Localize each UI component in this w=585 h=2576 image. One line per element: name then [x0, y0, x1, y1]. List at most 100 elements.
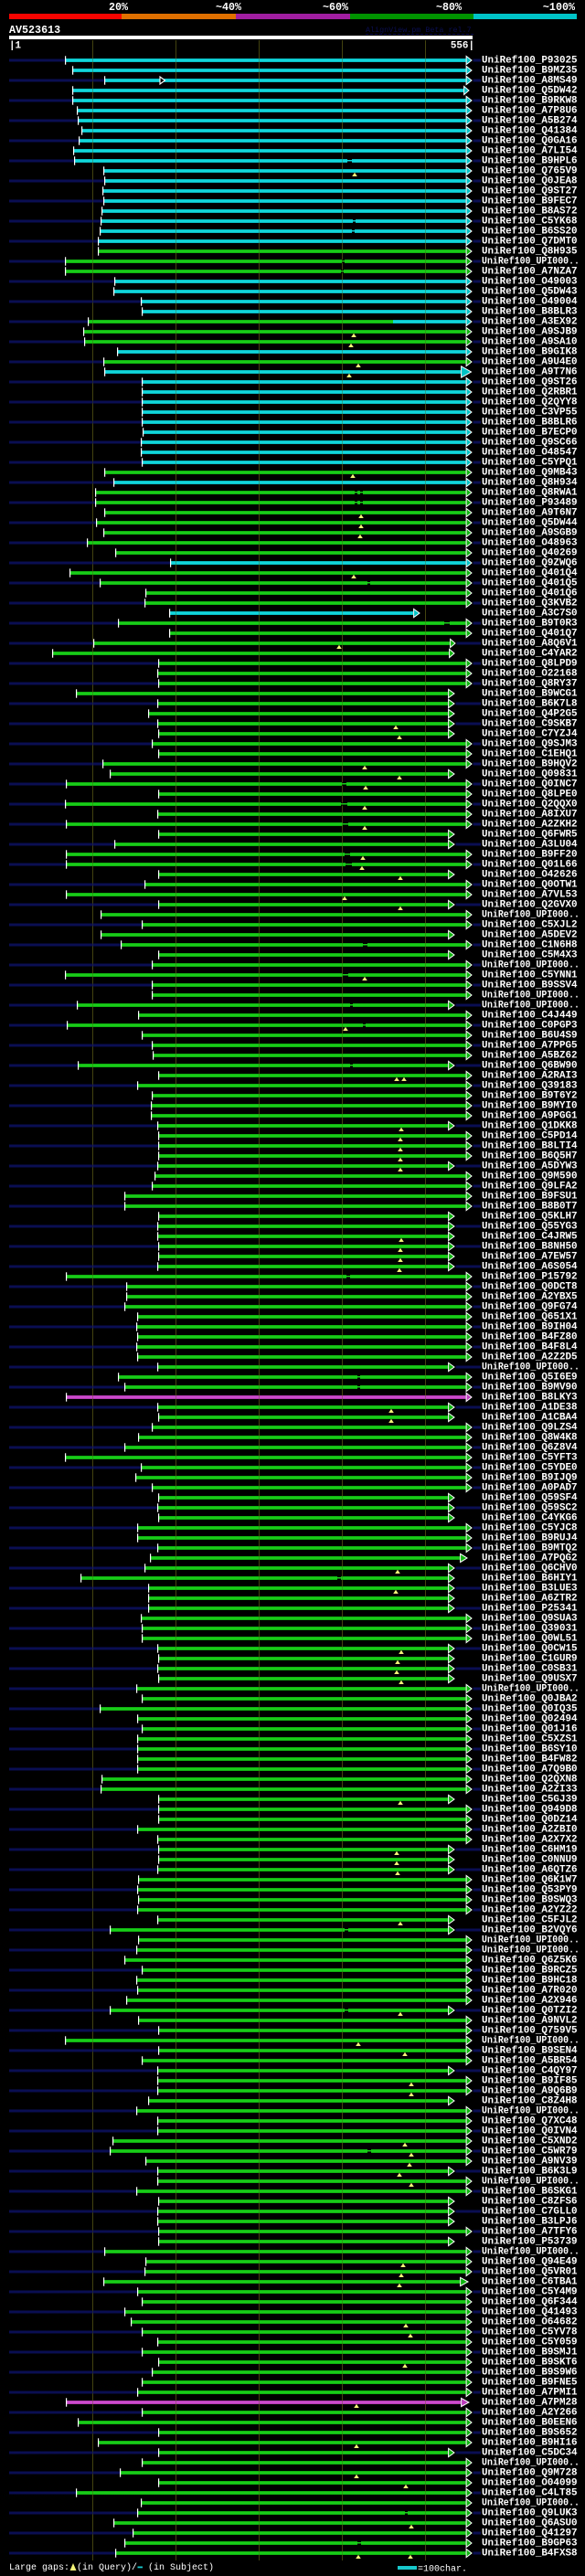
svg-text:UniRef100_Q01J16: UniRef100_Q01J16 [482, 1724, 578, 1735]
svg-text:UniRef100_C5XND2: UniRef100_C5XND2 [482, 2136, 578, 2147]
svg-text:UniRef100_B4FW82: UniRef100_B4FW82 [482, 1754, 578, 1765]
svg-text:UniRef100_UPI000..: UniRef100_UPI000.. [482, 2106, 580, 2117]
svg-text:UniRef100_UPI000..: UniRef100_UPI000.. [482, 2247, 580, 2258]
svg-text:UniRef100_A9NVL2: UniRef100_A9NVL2 [482, 2016, 578, 2027]
svg-text:UniRef100_B9SSV4: UniRef100_B9SSV4 [482, 981, 578, 991]
svg-text:UniRef100_B8B0T7: UniRef100_B8B0T7 [482, 1202, 578, 1213]
svg-text:UniRef100_Q6CHV0: UniRef100_Q6CHV0 [482, 1564, 578, 1574]
svg-text:UniRef100_B9MV90: UniRef100_B9MV90 [482, 1383, 578, 1394]
svg-text:UniRef100_B8LKY3: UniRef100_B8LKY3 [482, 1393, 578, 1404]
svg-text:UniRef100_B9FNE5: UniRef100_B9FNE5 [482, 2378, 578, 2389]
svg-text:UniRef100_A5DEV2: UniRef100_A5DEV2 [482, 930, 578, 941]
svg-text:UniRef100_A6ZTR2: UniRef100_A6ZTR2 [482, 1594, 578, 1605]
svg-text:UniRef100_A5DYW3: UniRef100_A5DYW3 [482, 1161, 578, 1172]
svg-text:UniRef100_B9MYI0: UniRef100_B9MYI0 [482, 1101, 578, 1112]
svg-text:UniRef100_Q8RY37: UniRef100_Q8RY37 [482, 679, 578, 690]
svg-text:UniRef100_O49003: UniRef100_O49003 [482, 277, 578, 288]
svg-text:UniRef100_Q9LFA2: UniRef100_Q9LFA2 [482, 1182, 578, 1193]
svg-text:UniRef100_B3LUE3: UniRef100_B3LUE3 [482, 1584, 578, 1595]
svg-text:UniRef100_B9GIK8: UniRef100_B9GIK8 [482, 347, 578, 358]
svg-text:UniRef100_O48963: UniRef100_O48963 [482, 538, 578, 549]
svg-text:UniRef100_UPI000..: UniRef100_UPI000.. [482, 2498, 580, 2509]
svg-text:UniRef100_Q4P2G5: UniRef100_Q4P2G5 [482, 709, 578, 720]
svg-text:UniRef100_Q651X1: UniRef100_Q651X1 [482, 1312, 578, 1323]
svg-text:UniRef100_Q40269: UniRef100_Q40269 [482, 548, 578, 559]
svg-text:UniRef100_Q0JBA2: UniRef100_Q0JBA2 [482, 1694, 578, 1705]
svg-text:UniRef100_Q9M728: UniRef100_Q9M728 [482, 2468, 578, 2479]
svg-text:UniRef100_Q9SUA3: UniRef100_Q9SUA3 [482, 1614, 578, 1625]
svg-text:~100%: ~100% [543, 1, 576, 14]
svg-text:UniRef100_C1GUR9: UniRef100_C1GUR9 [482, 1654, 578, 1665]
svg-text:UniRef100_A7P8U6: UniRef100_A7P8U6 [482, 106, 578, 117]
svg-text:UniRef100_C6TBA1: UniRef100_C6TBA1 [482, 2277, 578, 2288]
svg-text:UniRef100_Q01L66: UniRef100_Q01L66 [482, 860, 578, 871]
svg-text:(in Subject): (in Subject) [148, 2562, 214, 2573]
svg-text:UniRef100_Q6ASU0: UniRef100_Q6ASU0 [482, 2518, 578, 2529]
svg-text:UniRef100_B9SEN4: UniRef100_B9SEN4 [482, 2046, 578, 2057]
svg-text:UniRef100_Q3KVB2: UniRef100_Q3KVB2 [482, 599, 578, 610]
svg-text:UniRef100_Q9LUK3: UniRef100_Q9LUK3 [482, 2508, 578, 2519]
svg-text:UniRef100_C5FJL2: UniRef100_C5FJL2 [482, 1915, 578, 1926]
svg-text:UniRef100_B6K3L9: UniRef100_B6K3L9 [482, 2167, 578, 2178]
svg-text:UniRef100_B6SS20: UniRef100_B6SS20 [482, 227, 578, 238]
svg-text:UniRef100_A5BZ62: UniRef100_A5BZ62 [482, 1051, 578, 1062]
svg-text:UniRef100_B4FXS8: UniRef100_B4FXS8 [482, 2549, 578, 2560]
svg-text:UniRef100_C4J449: UniRef100_C4J449 [482, 1011, 578, 1022]
svg-text:UniRef100_A7EW57: UniRef100_A7EW57 [482, 1252, 578, 1263]
svg-text:UniRef100_A2ZBI0: UniRef100_A2ZBI0 [482, 1825, 578, 1836]
svg-text:UniRef100_B9IF85: UniRef100_B9IF85 [482, 2076, 578, 2087]
svg-text:UniRef100_C5M4X3: UniRef100_C5M4X3 [482, 950, 578, 961]
svg-text:UniRef100_B9WCG1: UniRef100_B9WCG1 [482, 689, 578, 700]
svg-text:UniRef100_B8LTI4: UniRef100_B8LTI4 [482, 1141, 578, 1152]
svg-text:UniRef100_Q41493: UniRef100_Q41493 [482, 2307, 578, 2318]
svg-text:UniRef100_C5DC34: UniRef100_C5DC34 [482, 2448, 578, 2459]
svg-text:UniRef100_Q8W4K8: UniRef100_Q8W4K8 [482, 1433, 578, 1444]
svg-text:UniRef100_B6U4S9: UniRef100_B6U4S9 [482, 1031, 578, 1042]
svg-text:UniRef100_UPI000..: UniRef100_UPI000.. [482, 910, 580, 921]
svg-text:UniRef100_A7PM28: UniRef100_A7PM28 [482, 2398, 578, 2409]
svg-text:UniRef100_Q5I6E9: UniRef100_Q5I6E9 [482, 1373, 578, 1383]
svg-text:UniRef100_Q2QQX0: UniRef100_Q2QQX0 [482, 800, 578, 811]
svg-text:UniRef100_Q401Q5: UniRef100_Q401Q5 [482, 578, 578, 589]
svg-text:UniRef100_A7LI54: UniRef100_A7LI54 [482, 146, 578, 157]
svg-text:UniRef100_Q2QXN8: UniRef100_Q2QXN8 [482, 1775, 578, 1786]
svg-text:UniRef100_B6K7L8: UniRef100_B6K7L8 [482, 699, 578, 710]
svg-text:UniRef100_Q02494: UniRef100_Q02494 [482, 1714, 578, 1725]
svg-text:UniRef100_A9SA10: UniRef100_A9SA10 [482, 337, 578, 348]
svg-text:UniRef100_Q8LPE0: UniRef100_Q8LPE0 [482, 790, 578, 800]
svg-text:UniRef100_C9SKB7: UniRef100_C9SKB7 [482, 719, 578, 730]
svg-text:UniRef100_UPI000..: UniRef100_UPI000.. [482, 2177, 580, 2188]
svg-text:UniRef100_C4LT85: UniRef100_C4LT85 [482, 2488, 578, 2499]
svg-text:UniRef100_Q0WL51: UniRef100_Q0WL51 [482, 1634, 578, 1645]
svg-text:UniRef100_Q5DW43: UniRef100_Q5DW43 [482, 287, 578, 298]
svg-text:UniRef100_Q9SJM3: UniRef100_Q9SJM3 [482, 739, 578, 750]
svg-text:UniRef100_Q59SC2: UniRef100_Q59SC2 [482, 1503, 578, 1514]
svg-text:~60%: ~60% [323, 1, 349, 14]
svg-text:UniRef100_B9S9W6: UniRef100_B9S9W6 [482, 2368, 578, 2379]
svg-text:UniRef100_UPI000..: UniRef100_UPI000.. [482, 1945, 580, 1956]
svg-text:UniRef100_A7PMI1: UniRef100_A7PMI1 [482, 2388, 578, 2399]
svg-text:UniRef100_Q8RWA1: UniRef100_Q8RWA1 [482, 488, 578, 499]
svg-text:UniRef100_Q6K1W7: UniRef100_Q6K1W7 [482, 1875, 578, 1886]
svg-text:UniRef100_B9MTQ2: UniRef100_B9MTQ2 [482, 1543, 578, 1554]
svg-text:UniRef100_Q7XC48: UniRef100_Q7XC48 [482, 2116, 578, 2127]
svg-text:UniRef100_Q2RBR1: UniRef100_Q2RBR1 [482, 387, 578, 398]
svg-text:UniRef100_Q8LPD9: UniRef100_Q8LPD9 [482, 659, 578, 670]
svg-text:UniRef100_Q0JEA8: UniRef100_Q0JEA8 [482, 176, 578, 187]
svg-text:UniRef100_C5Y059: UniRef100_C5Y059 [482, 2337, 578, 2348]
svg-text:UniRef100_Q0INC7: UniRef100_Q0INC7 [482, 779, 578, 790]
svg-text:UniRef100_UPI000..: UniRef100_UPI000.. [482, 2036, 580, 2047]
svg-text:UniRef100_C5XZS1: UniRef100_C5XZS1 [482, 1734, 578, 1745]
svg-text:UniRef100_Q8H934: UniRef100_Q8H934 [482, 478, 578, 489]
svg-text:UniRef100_B9RCZ5: UniRef100_B9RCZ5 [482, 1966, 578, 1977]
svg-text:UniRef100_B4FZ80: UniRef100_B4FZ80 [482, 1332, 578, 1343]
svg-text:UniRef100_C0SB31: UniRef100_C0SB31 [482, 1664, 578, 1675]
svg-text:UniRef100_O64682: UniRef100_O64682 [482, 2317, 578, 2328]
svg-text:UniRef100_A8IXU7: UniRef100_A8IXU7 [482, 810, 578, 821]
svg-text:AV523613: AV523613 [9, 24, 60, 37]
svg-text:UniRef100_Q765V9: UniRef100_Q765V9 [482, 166, 578, 177]
svg-text:UniRef100_C5WR79: UniRef100_C5WR79 [482, 2147, 578, 2157]
svg-text:UniRef100_Q0IQ35: UniRef100_Q0IQ35 [482, 1704, 578, 1715]
svg-text:UniRef100_C3VP55: UniRef100_C3VP55 [482, 408, 578, 419]
svg-text:UniRef100_Q39031: UniRef100_Q39031 [482, 1624, 578, 1635]
